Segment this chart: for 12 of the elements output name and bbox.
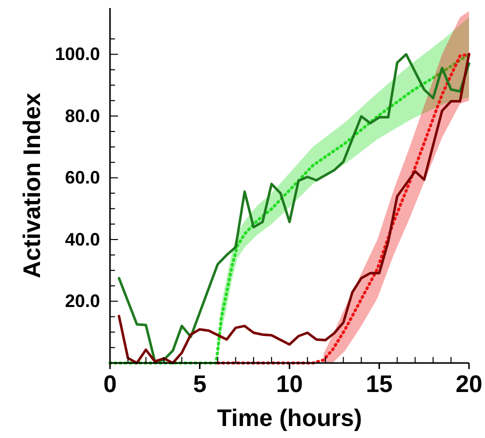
x-tick-label: 10 <box>276 371 303 398</box>
y-tick-label: 80.0 <box>64 106 100 126</box>
y-tick-label: 100.0 <box>54 44 100 64</box>
y-tick-label: 60.0 <box>64 168 100 188</box>
x-tick-label: 5 <box>193 371 206 398</box>
x-tick-label: 15 <box>366 371 393 398</box>
y-axis-title: Activation Index <box>19 92 46 278</box>
x-tick-label: 0 <box>103 371 117 398</box>
y-tick-label: 40.0 <box>64 229 100 250</box>
x-axis-title: Time (hours) <box>217 405 362 432</box>
x-tick-label: 20 <box>456 371 482 398</box>
y-tick-label: 20.0 <box>64 291 100 312</box>
